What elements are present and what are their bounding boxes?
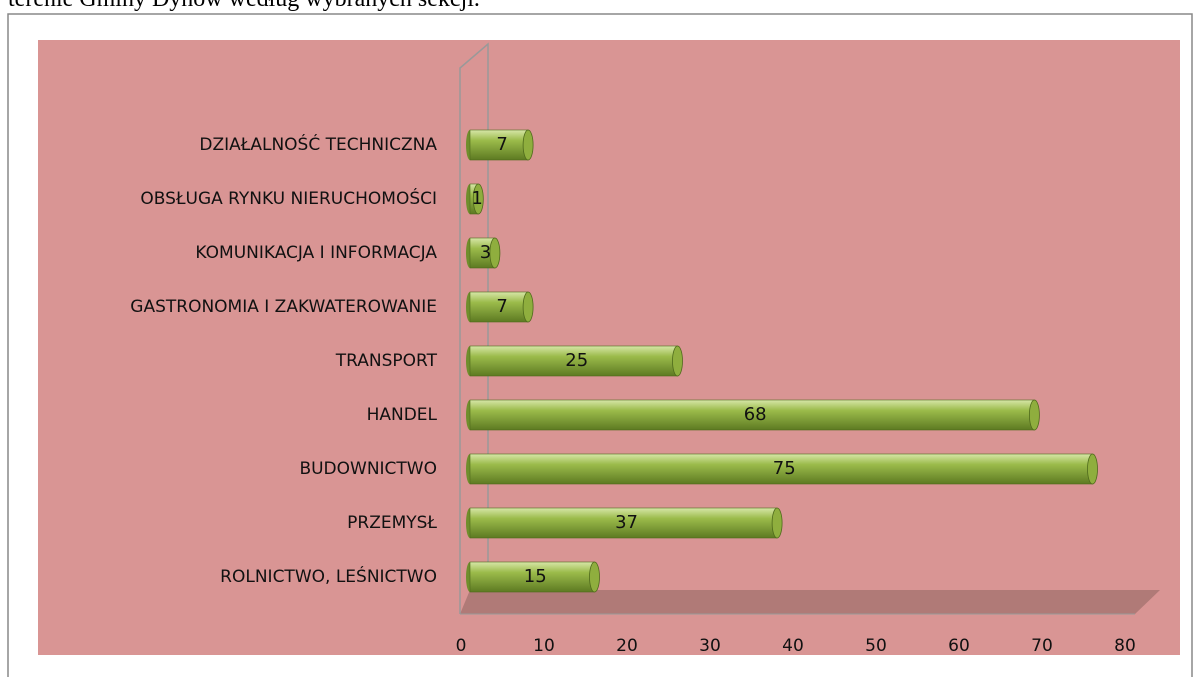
bar <box>469 453 1093 485</box>
bar-cap <box>522 129 534 161</box>
y-tick-label: KOMUNIKACJA I INFORMACJA <box>195 243 437 263</box>
caption: terenie Gminy Dynów według wybranych sek… <box>8 0 480 12</box>
x-tick-label: 20 <box>616 636 638 656</box>
bar <box>469 129 529 161</box>
value-label: 7 <box>496 296 507 317</box>
y-tick-label: DZIAŁALNOŚĆ TECHNICZNA <box>199 133 437 155</box>
value-label: 7 <box>496 134 507 155</box>
y-tick-label: BUDOWNICTWO <box>299 459 437 479</box>
bar-cap <box>771 507 783 539</box>
y-tick-label: HANDEL <box>367 405 438 425</box>
y-tick-label: OBSŁUGA RYNKU NIERUCHOMOŚCI <box>140 187 437 209</box>
value-label: 1 <box>471 188 482 209</box>
x-tick-label: 50 <box>865 636 887 656</box>
bar <box>469 399 1035 431</box>
x-tick-label: 70 <box>1031 636 1053 656</box>
value-label: 15 <box>524 566 547 587</box>
value-label: 68 <box>744 404 767 425</box>
x-tick-label: 10 <box>533 636 555 656</box>
y-tick-label: GASTRONOMIA I ZAKWATEROWANIE <box>130 297 437 317</box>
bar-cap <box>489 237 501 269</box>
bar <box>469 345 678 377</box>
bar-cap <box>1087 453 1098 485</box>
y-tick-label: TRANSPORT <box>335 351 438 371</box>
bar <box>469 291 529 323</box>
bar-cap <box>589 561 600 593</box>
bar-cap <box>522 291 534 323</box>
bar-cap <box>1029 399 1040 431</box>
bar <box>469 561 595 593</box>
y-tick-label: PRZEMYSŁ <box>347 513 437 533</box>
floor <box>460 590 1160 614</box>
x-tick-label: 80 <box>1114 636 1136 656</box>
value-label: 37 <box>615 512 638 533</box>
y-tick-label: ROLNICTWO, LEŚNICTWO <box>220 565 437 587</box>
bar <box>469 507 778 539</box>
x-tick-label: 40 <box>782 636 804 656</box>
bar-cap <box>672 345 683 377</box>
value-label: 75 <box>773 458 796 479</box>
x-tick-label: 30 <box>699 636 721 656</box>
value-label: 25 <box>565 350 588 371</box>
value-label: 3 <box>480 242 491 263</box>
bar-cap <box>472 183 484 215</box>
x-tick-label: 0 <box>456 636 467 656</box>
x-tick-label: 60 <box>948 636 970 656</box>
